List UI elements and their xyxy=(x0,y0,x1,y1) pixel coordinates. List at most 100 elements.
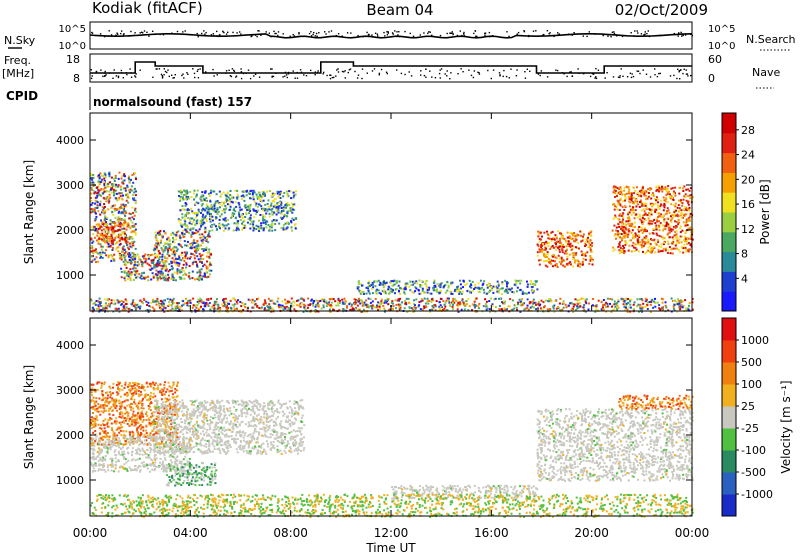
scatter-cell xyxy=(168,263,171,266)
scatter-cell xyxy=(122,194,124,197)
scatter-cell xyxy=(536,254,539,257)
scatter-cell xyxy=(568,244,571,247)
scatter-cell xyxy=(120,270,123,273)
scatter-cell xyxy=(370,307,373,310)
scatter-cell xyxy=(655,208,658,211)
scatter-cell xyxy=(263,192,266,195)
scatter-cell xyxy=(151,272,154,275)
scatter-cell xyxy=(363,301,366,304)
scatter-cell xyxy=(271,299,274,302)
scatter-cell xyxy=(98,177,101,180)
scatter-cell xyxy=(139,276,142,279)
scatter-cell xyxy=(576,307,579,310)
scatter-cell xyxy=(224,217,227,220)
scatter-cell xyxy=(474,306,476,309)
scatter-cell xyxy=(102,192,105,195)
scatter-cell xyxy=(562,244,565,247)
nsearch-dot xyxy=(427,32,429,34)
scatter-cell xyxy=(419,283,422,286)
scatter-cell xyxy=(664,301,667,304)
scatter-cell xyxy=(614,189,617,192)
scatter-cell xyxy=(591,250,594,253)
scatter-cell xyxy=(573,303,576,306)
scatter-cell xyxy=(291,217,294,220)
scatter-cell xyxy=(398,305,401,308)
scatter-cell xyxy=(658,307,661,310)
scatter-cell xyxy=(399,309,402,312)
scatter-cell xyxy=(628,196,631,199)
scatter-cell xyxy=(451,293,454,295)
scatter-cell xyxy=(172,240,174,243)
scatter-cell xyxy=(618,209,621,211)
scatter-cell xyxy=(255,193,258,196)
scatter-cell xyxy=(132,211,135,214)
scatter-cell xyxy=(171,247,174,250)
scatter-cell xyxy=(166,248,169,251)
scatter-cell xyxy=(257,196,260,199)
scatter-cell xyxy=(627,233,630,236)
scatter-cell xyxy=(645,235,648,238)
scatter-cell xyxy=(620,197,622,200)
scatter-cell xyxy=(533,301,536,304)
scatter-cell xyxy=(291,229,293,232)
scatter-cell xyxy=(361,284,364,287)
scatter-cell xyxy=(638,201,641,203)
scatter-cell xyxy=(376,306,379,309)
scatter-cell xyxy=(290,221,293,224)
scatter-cell xyxy=(244,204,247,206)
scatter-cell xyxy=(322,304,325,307)
nave-dot xyxy=(186,72,188,74)
scatter-cell xyxy=(114,223,117,226)
scatter-cell xyxy=(173,271,176,274)
scatter-cell xyxy=(293,301,296,304)
scatter-cell xyxy=(317,310,320,313)
scatter-cell xyxy=(557,240,560,243)
scatter-cell xyxy=(427,288,430,291)
scatter-cell xyxy=(247,192,250,195)
scatter-cell xyxy=(521,304,524,307)
scatter-cell xyxy=(103,172,106,175)
nsearch-dot xyxy=(528,34,530,37)
scatter-cell xyxy=(126,192,129,195)
nave-dot xyxy=(331,76,334,79)
scatter-cell xyxy=(621,237,624,240)
scatter-cell xyxy=(196,189,199,192)
scatter-cell xyxy=(632,303,635,306)
scatter-cell xyxy=(209,261,212,264)
scatter-cell xyxy=(274,197,277,200)
scatter-cell xyxy=(661,187,664,190)
scatter-cell xyxy=(95,248,97,251)
scatter-cell xyxy=(621,227,624,230)
scatter-cell xyxy=(231,212,234,215)
scatter-cell xyxy=(518,298,521,301)
scatter-cell xyxy=(616,187,619,190)
scatter-cell xyxy=(618,203,621,206)
scatter-cell xyxy=(292,191,295,194)
scatter-cell xyxy=(91,208,94,211)
scatter-cell xyxy=(113,207,116,210)
scatter-cell xyxy=(463,304,466,307)
scatter-cell xyxy=(687,242,690,245)
nave-dot xyxy=(423,74,426,77)
scatter-cell xyxy=(685,188,688,191)
scatter-cell xyxy=(529,283,532,286)
scatter-cell xyxy=(451,305,454,308)
nave-dot xyxy=(569,71,571,73)
scatter-cell xyxy=(547,244,550,247)
scatter-cell xyxy=(193,257,196,260)
scatter-cell xyxy=(562,264,565,267)
scatter-cell xyxy=(566,255,569,258)
scatter-cell xyxy=(249,219,252,222)
nsearch-dot xyxy=(484,32,486,35)
nsearch-dot xyxy=(122,34,125,36)
scatter-cell xyxy=(404,286,407,289)
scatter-cell xyxy=(223,211,226,214)
nave-dot xyxy=(310,69,312,72)
scatter-cell xyxy=(357,282,360,285)
scatter-cell xyxy=(104,306,107,309)
scatter-cell xyxy=(639,306,642,309)
scatter-cell xyxy=(247,298,250,301)
nsearch-dot xyxy=(395,35,397,37)
scatter-cell xyxy=(531,282,534,285)
scatter-cell xyxy=(117,221,120,223)
